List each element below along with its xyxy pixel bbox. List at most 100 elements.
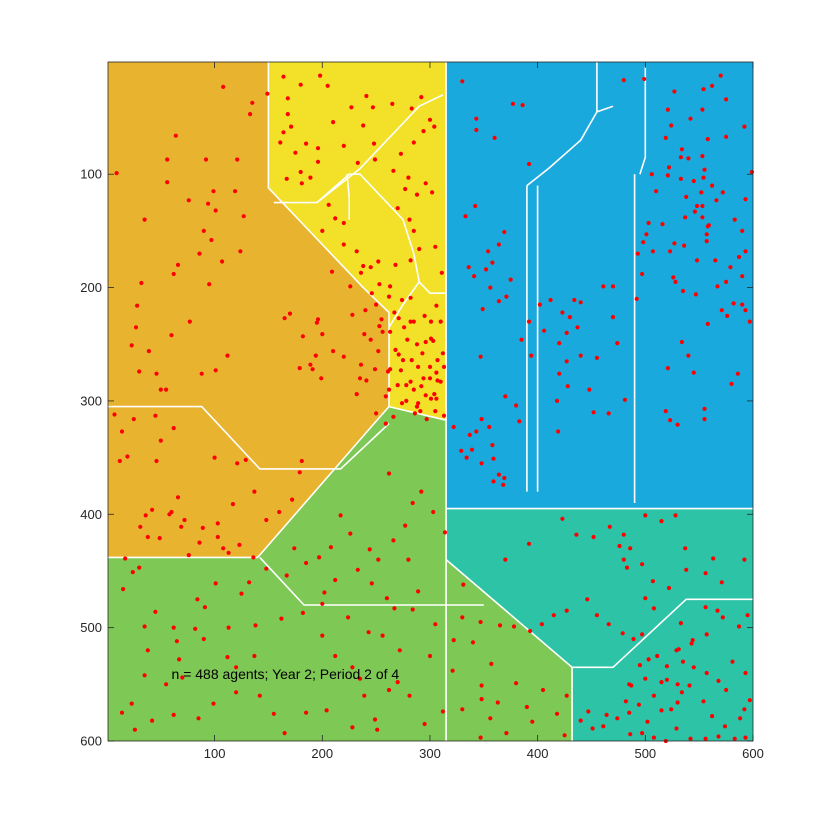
agent-point <box>586 709 591 714</box>
agent-point <box>434 396 439 401</box>
agent-point <box>171 625 176 630</box>
agent-point <box>264 517 269 523</box>
agent-point <box>489 661 494 667</box>
agent-point <box>423 393 428 398</box>
agent-point <box>221 84 226 89</box>
agent-point <box>747 319 752 324</box>
y-tick-label: 500 <box>80 620 102 635</box>
agent-point <box>146 349 151 354</box>
agent-point <box>530 719 535 724</box>
agent-point <box>278 140 283 145</box>
agent-point <box>428 319 434 324</box>
agent-point <box>282 316 287 321</box>
agent-point <box>716 734 721 739</box>
agent-point <box>557 371 562 376</box>
region-boundaries <box>108 62 753 741</box>
agent-point <box>129 701 134 706</box>
agent-point <box>641 240 646 245</box>
agent-point <box>423 339 428 345</box>
agent-point <box>640 731 645 736</box>
agent-point <box>293 150 298 155</box>
agent-point <box>529 353 534 358</box>
agent-point <box>503 394 508 399</box>
agent-point <box>206 201 211 206</box>
agent-point <box>424 417 429 422</box>
agent-point <box>410 607 415 612</box>
agent-point <box>669 123 674 128</box>
agent-point <box>627 682 632 687</box>
agent-point <box>203 157 209 162</box>
agent-point <box>414 404 420 409</box>
agent-point <box>742 124 747 129</box>
agent-point <box>377 324 382 329</box>
agent-point <box>226 625 231 630</box>
agent-point <box>383 394 388 399</box>
agent-point <box>225 655 230 660</box>
agent-point <box>683 215 688 220</box>
agent-point <box>277 509 282 515</box>
agent-point <box>511 624 517 629</box>
agent-point <box>704 632 709 637</box>
agent-point <box>644 232 649 237</box>
x-tick-label: 500 <box>634 746 656 761</box>
agent-point <box>398 151 403 156</box>
agent-point <box>479 683 484 688</box>
agent-point <box>740 228 745 233</box>
agent-point <box>431 509 436 515</box>
agent-point <box>526 541 532 546</box>
agent-point <box>315 317 321 322</box>
agent-point <box>385 369 391 374</box>
agent-point <box>215 521 220 526</box>
agent-point <box>241 214 246 219</box>
agent-point <box>235 461 240 466</box>
agent-point <box>298 169 303 175</box>
agent-point <box>703 571 708 576</box>
agent-point <box>367 547 372 552</box>
agent-point <box>138 524 143 529</box>
agent-point <box>252 489 257 494</box>
agent-point <box>368 265 373 270</box>
agent-point <box>578 718 583 723</box>
agent-point <box>299 458 304 464</box>
region-1 <box>108 62 389 558</box>
agent-point <box>114 171 119 176</box>
agent-point <box>369 581 374 586</box>
region-5 <box>108 406 573 741</box>
agent-point <box>617 543 622 549</box>
agent-point <box>409 106 414 111</box>
agent-point <box>621 78 626 83</box>
agent-point <box>396 316 401 321</box>
agent-point <box>628 546 633 551</box>
agent-point <box>164 682 169 687</box>
agent-point <box>169 333 174 338</box>
agent-point <box>659 680 664 685</box>
agent-point <box>416 401 421 406</box>
agent-point <box>225 353 230 358</box>
agent-point <box>354 249 359 254</box>
x-tick-label: 100 <box>204 746 226 761</box>
agent-point <box>496 472 501 477</box>
agent-point <box>211 189 216 194</box>
agent-point <box>528 628 533 634</box>
agent-point <box>173 133 178 138</box>
agent-point <box>470 640 476 645</box>
agent-point <box>645 719 650 724</box>
agent-point <box>313 353 318 358</box>
agent-point <box>564 608 569 613</box>
agent-point <box>201 636 206 642</box>
agent-point <box>474 116 479 121</box>
agent-point <box>540 687 546 693</box>
agent-point <box>253 623 258 628</box>
x-tick-label: 300 <box>419 746 441 761</box>
agent-point <box>610 284 616 289</box>
agent-point <box>585 597 590 602</box>
agent-point <box>488 716 493 721</box>
agent-point <box>112 412 117 417</box>
agent-point <box>167 512 172 517</box>
agent-point <box>686 353 691 358</box>
agent-point <box>329 269 335 274</box>
agent-point <box>380 329 385 334</box>
agent-point <box>736 624 742 629</box>
agent-point <box>578 300 583 305</box>
agent-point <box>674 726 679 731</box>
